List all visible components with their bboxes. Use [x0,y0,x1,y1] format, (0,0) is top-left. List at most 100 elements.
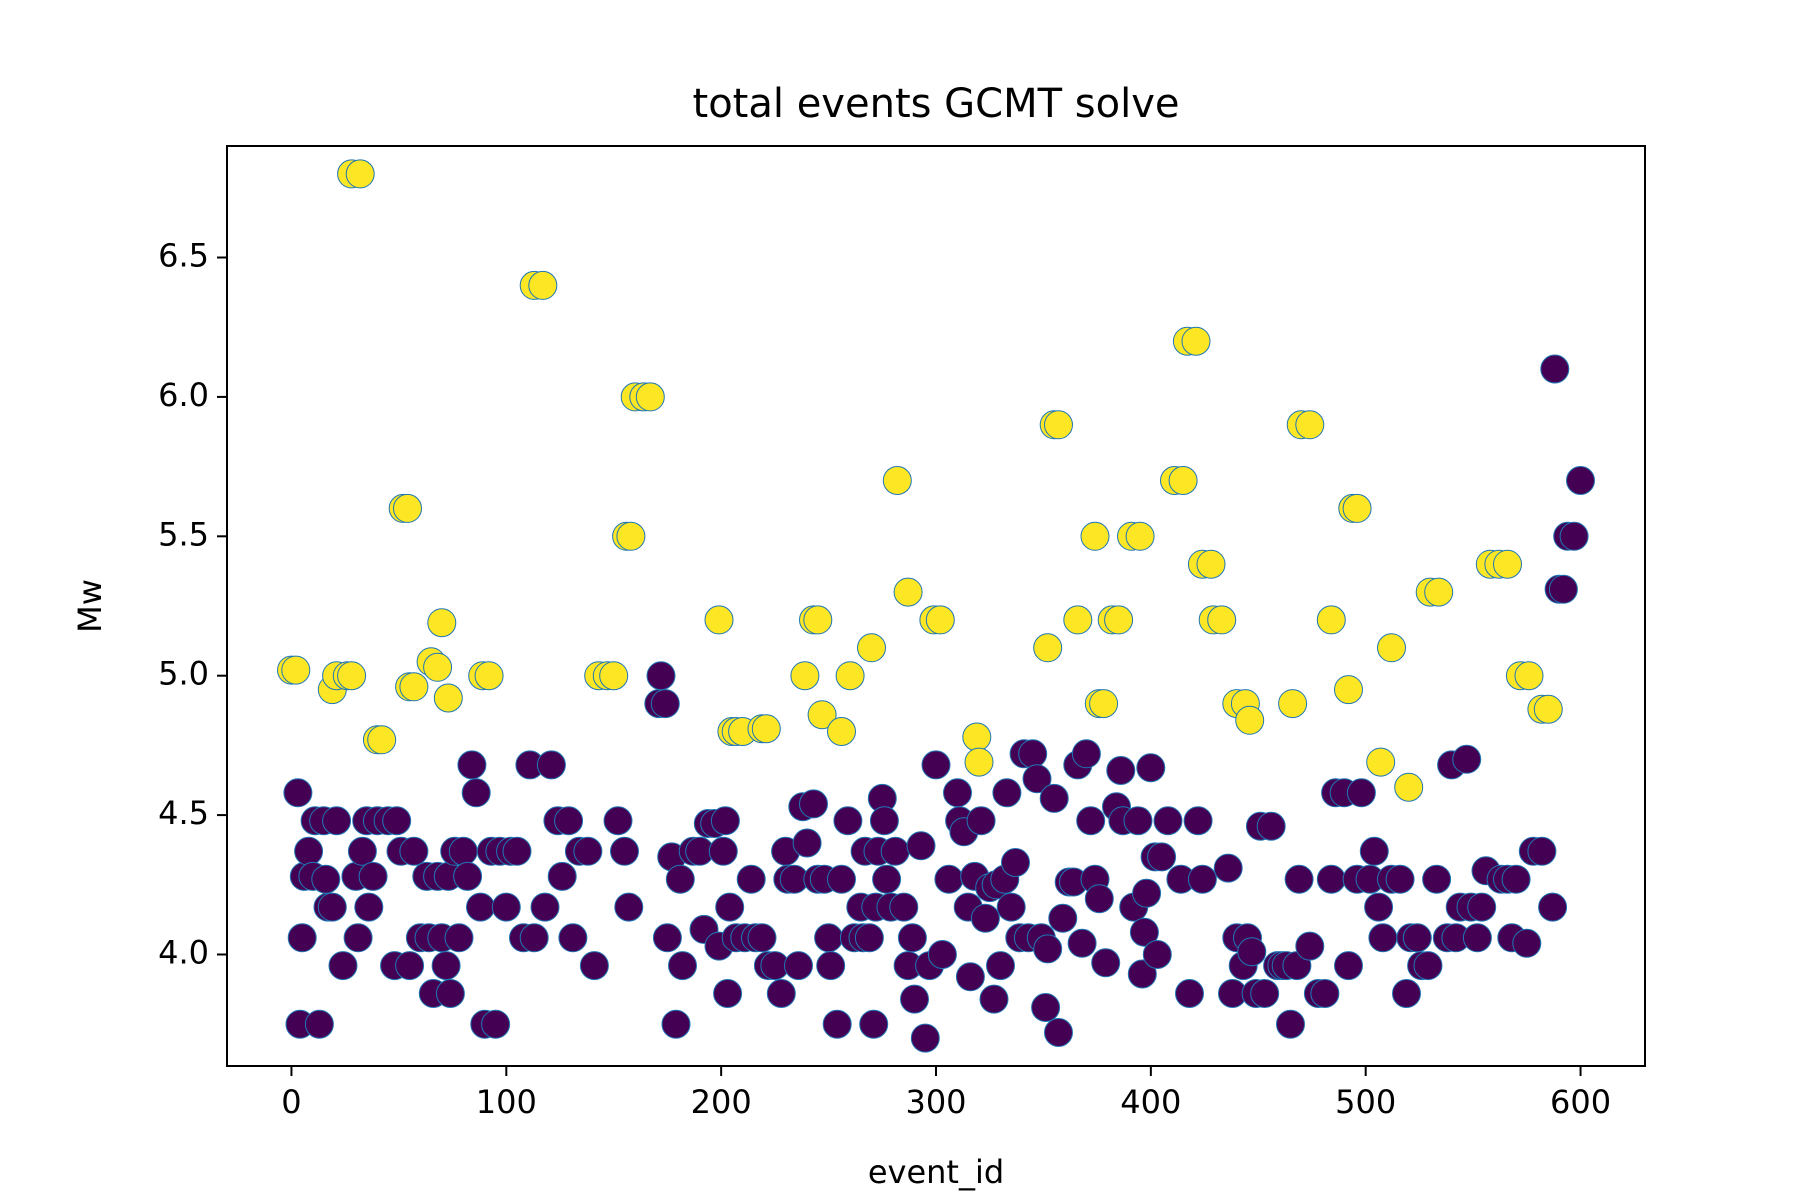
data-point [1295,931,1325,961]
data-point [393,493,422,523]
data-point [1512,928,1542,958]
data-point [474,661,504,691]
data-point [304,1009,334,1039]
data-point [610,836,639,866]
data-point [1153,806,1183,836]
data-point [1533,694,1563,724]
data-point [925,605,955,635]
data-point [554,806,584,836]
data-point [491,892,521,922]
data-point [1237,937,1267,967]
data-point [1039,783,1069,813]
data-point [1316,605,1346,635]
data-point [910,1023,940,1053]
data-point [966,806,996,836]
data-point [1123,806,1153,836]
data-point [710,806,740,836]
data-point [713,979,743,1008]
data-point [872,864,902,894]
x-tick-label: 300 [905,1083,966,1121]
data-point [893,577,923,607]
data-point [1250,979,1280,1008]
data-point [986,951,1015,981]
data-point [1175,979,1204,1008]
x-tick-label: 100 [476,1083,537,1121]
data-point [784,951,813,981]
data-point [1033,633,1063,663]
data-point [347,836,377,866]
data-point [1129,917,1159,947]
data-point [345,159,375,189]
data-point [281,655,311,685]
data-point [1001,848,1030,877]
data-point [1018,739,1048,769]
data-point [395,951,425,981]
data-point [1413,951,1443,981]
data-point [704,605,734,635]
data-point [943,778,972,808]
data-point [1368,923,1398,953]
data-point [433,683,463,713]
data-point [1076,806,1106,836]
data-point [1063,605,1093,635]
data-point [979,984,1009,1014]
data-point [519,923,549,953]
data-point [1462,923,1492,953]
data-point [311,864,341,894]
data-point [1493,549,1522,579]
x-tick-label: 500 [1335,1083,1396,1121]
y-tick-label: 5.5 [158,515,209,553]
data-point [382,806,412,836]
data-point [287,923,317,953]
data-point [1342,493,1372,523]
data-point [900,984,929,1014]
y-tick-label: 4.5 [158,794,209,832]
data-point [399,672,429,702]
data-point [668,951,697,981]
data-point [835,661,865,691]
data-point [337,661,367,691]
data-point [1538,892,1568,922]
data-point [854,923,884,953]
y-tick-label: 5.0 [158,655,209,693]
data-point [799,789,828,819]
data-point [1067,928,1097,958]
data-point [955,962,985,992]
data-point [1559,521,1589,551]
data-point [1044,410,1073,440]
data-point [1501,864,1531,894]
data-point [1276,1009,1305,1039]
data-point [646,661,676,691]
data-point [354,892,384,922]
data-point [367,725,397,755]
data-point [1310,979,1340,1008]
data-point [1125,521,1155,551]
data-point [1540,354,1570,384]
data-point [448,836,478,866]
data-point [1104,605,1134,635]
data-point [1424,577,1454,607]
data-point [1402,923,1432,953]
data-point [827,864,856,894]
data-point [427,608,457,638]
data-point [1316,864,1346,894]
data-point [736,864,766,894]
data-point [921,750,951,780]
data-point [423,652,453,682]
data-point [1334,951,1363,981]
data-point [1359,836,1389,866]
data-point [1366,747,1396,777]
x-tick-label: 0 [281,1083,301,1121]
data-point [1187,864,1217,894]
data-point [435,979,465,1008]
data-point [1346,778,1376,808]
data-point [906,831,936,861]
data-point [1213,853,1243,883]
data-point [807,700,837,730]
data-point [962,722,992,752]
data-point [708,836,738,866]
data-point [1136,753,1166,783]
data-point [1084,884,1114,914]
data-point [1207,605,1237,635]
data-point [897,923,927,953]
